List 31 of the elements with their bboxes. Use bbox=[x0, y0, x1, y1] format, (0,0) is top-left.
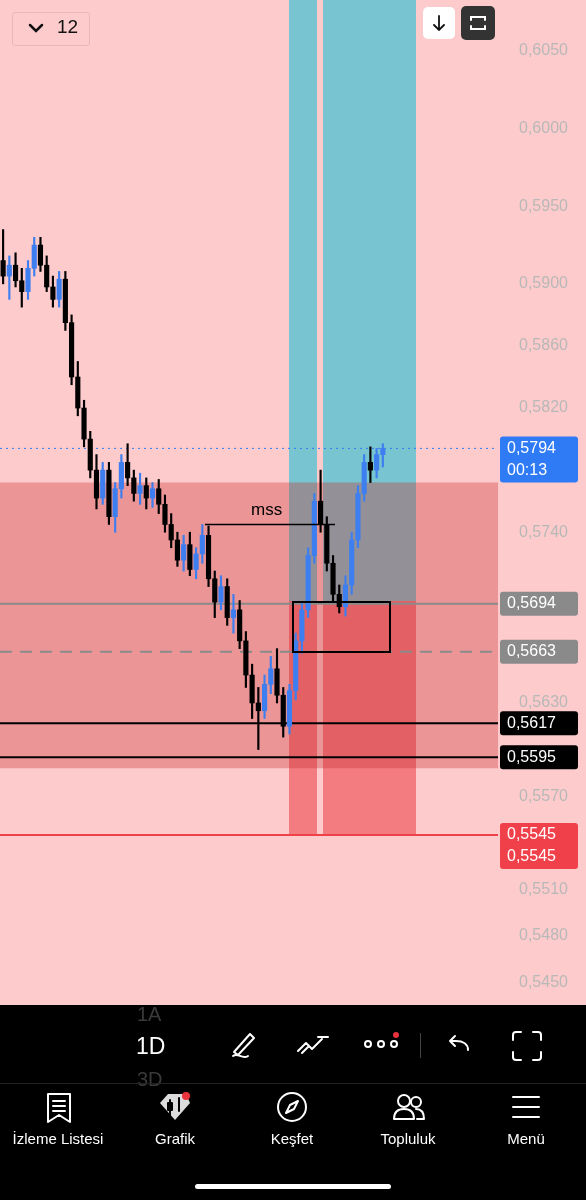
y-tick-label: 0,6050 bbox=[519, 41, 569, 59]
y-tick-label: 0,5820 bbox=[519, 398, 569, 416]
y-tick-label: 0,5480 bbox=[519, 926, 569, 944]
ref-line-label: 0,5617 bbox=[507, 713, 557, 731]
ref-line-label: 0,5694 bbox=[507, 594, 557, 612]
y-tick-label: 0,5950 bbox=[519, 196, 569, 214]
text: 12 bbox=[57, 16, 79, 38]
y-tick-label: 0,5900 bbox=[519, 274, 569, 292]
ref-line-label: 0,5663 bbox=[507, 642, 557, 660]
text: Topluluk bbox=[379, 1130, 437, 1147]
ref-line-label: 0,5595 bbox=[507, 747, 557, 765]
text: 1A bbox=[137, 1003, 162, 1026]
candlestick bbox=[230, 593, 237, 634]
text: Keşfet bbox=[269, 1130, 315, 1147]
y-tick-label: 0,5450 bbox=[519, 972, 569, 990]
text: 00:13 bbox=[507, 460, 548, 478]
ref-line-label: 0,5545 bbox=[507, 825, 557, 843]
text: Grafik bbox=[154, 1130, 196, 1147]
y-tick-label: 0,6000 bbox=[519, 119, 569, 137]
y-tick-label: 0,5860 bbox=[519, 336, 569, 354]
text: İzleme Listesi bbox=[11, 1130, 105, 1147]
mss-callout: mss bbox=[205, 500, 335, 527]
text: 1D bbox=[136, 1033, 166, 1060]
y-tick-label: 0,5630 bbox=[519, 693, 569, 711]
text: 0,5545 bbox=[507, 847, 557, 865]
y-tick-label: 0,5570 bbox=[519, 786, 569, 804]
y-tick-label: 0,5510 bbox=[519, 879, 569, 897]
text: Menü bbox=[506, 1130, 546, 1147]
annotation: mss bbox=[251, 500, 283, 520]
y-tick-label: 0,5740 bbox=[519, 522, 569, 540]
ref-line-label: 0,5794 bbox=[507, 438, 557, 456]
